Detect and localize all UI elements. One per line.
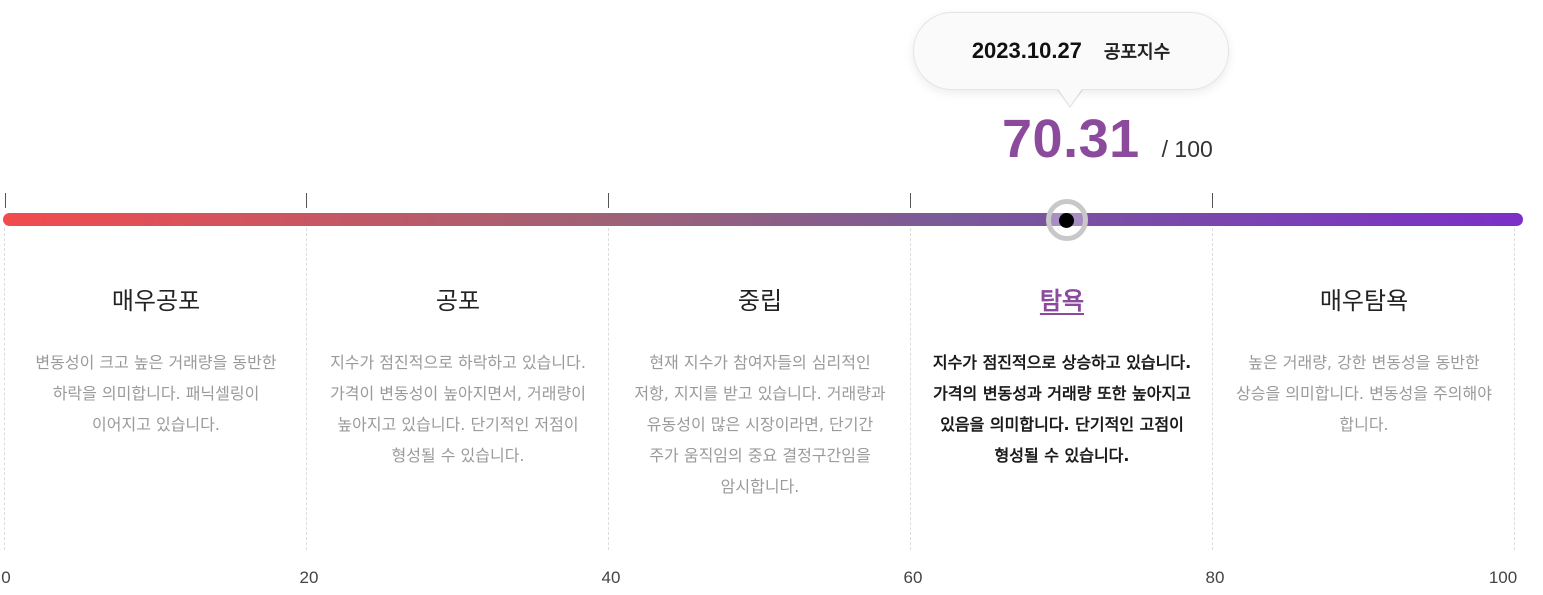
gauge-tick-0	[5, 193, 6, 208]
score-display: 70.31 / 100	[1002, 108, 1213, 170]
axis-label-20: 20	[299, 568, 319, 587]
zone-title: 매우공포	[111, 287, 201, 315]
zone-description: 변동성이 크고 높은 거래량을 동반한 하락을 의미합니다. 패닉셀링이 이어지…	[35, 353, 277, 434]
zone-title: 중립	[737, 287, 783, 315]
score-max: / 100	[1161, 136, 1213, 162]
gauge-tick-60	[910, 193, 911, 208]
zone-description: 지수가 점진적으로 하락하고 있습니다. 가격이 변동성이 높아지면서, 거래량…	[330, 353, 586, 465]
zone-title-active: 탐욕	[1039, 287, 1085, 315]
axis-label-60: 60	[903, 568, 923, 587]
column-divider	[910, 228, 911, 550]
gauge-marker-dot	[1059, 212, 1075, 228]
axis-label-100: 100	[1488, 568, 1518, 587]
axis-label-80: 80	[1205, 568, 1225, 587]
gauge-tick-80	[1212, 193, 1213, 208]
zone-description: 현재 지수가 참여자들의 심리적인 저항, 지지를 받고 있습니다. 거래량과 …	[634, 353, 886, 496]
axis-label-0: 0	[1, 568, 11, 587]
gauge-tick-20	[306, 193, 307, 208]
column-divider	[608, 228, 609, 550]
zone-extreme-greed: 매우탐욕 높은 거래량, 강한 변동성을 동반한 상승을 의미합니다. 변동성을…	[1213, 283, 1515, 440]
column-divider	[1212, 228, 1213, 550]
zone-extreme-fear: 매우공포 변동성이 크고 높은 거래량을 동반한 하락을 의미합니다. 패닉셀링…	[5, 283, 307, 440]
zone-fear: 공포 지수가 점진적으로 하락하고 있습니다. 가격이 변동성이 높아지면서, …	[307, 283, 609, 471]
column-divider	[1514, 228, 1515, 550]
axis-label-40: 40	[601, 568, 621, 587]
zone-neutral: 중립 현재 지수가 참여자들의 심리적인 저항, 지지를 받고 있습니다. 거래…	[609, 283, 911, 502]
zone-greed: 탐욕 지수가 점진적으로 상승하고 있습니다. 가격의 변동성과 거래량 또한 …	[911, 283, 1213, 471]
column-divider	[306, 228, 307, 550]
date-tooltip: 2023.10.27 공포지수	[913, 12, 1229, 90]
gauge-tick-40	[608, 193, 609, 208]
zone-description-active: 지수가 점진적으로 상승하고 있습니다. 가격의 변동성과 거래량 또한 높아지…	[932, 353, 1192, 465]
gauge-marker	[1045, 199, 1088, 241]
tooltip-date: 2023.10.27	[971, 38, 1082, 63]
tooltip-arrow	[1058, 89, 1082, 106]
column-divider	[4, 228, 5, 550]
score-value: 70.31	[1002, 109, 1140, 169]
zone-title: 매우탐욕	[1319, 287, 1409, 315]
zone-description: 높은 거래량, 강한 변동성을 동반한 상승을 의미합니다. 변동성을 주의해야…	[1236, 353, 1492, 434]
zone-title: 공포	[435, 287, 481, 315]
fear-greed-gauge-bar	[3, 213, 1523, 226]
tooltip-index-label: 공포지수	[1103, 42, 1171, 63]
